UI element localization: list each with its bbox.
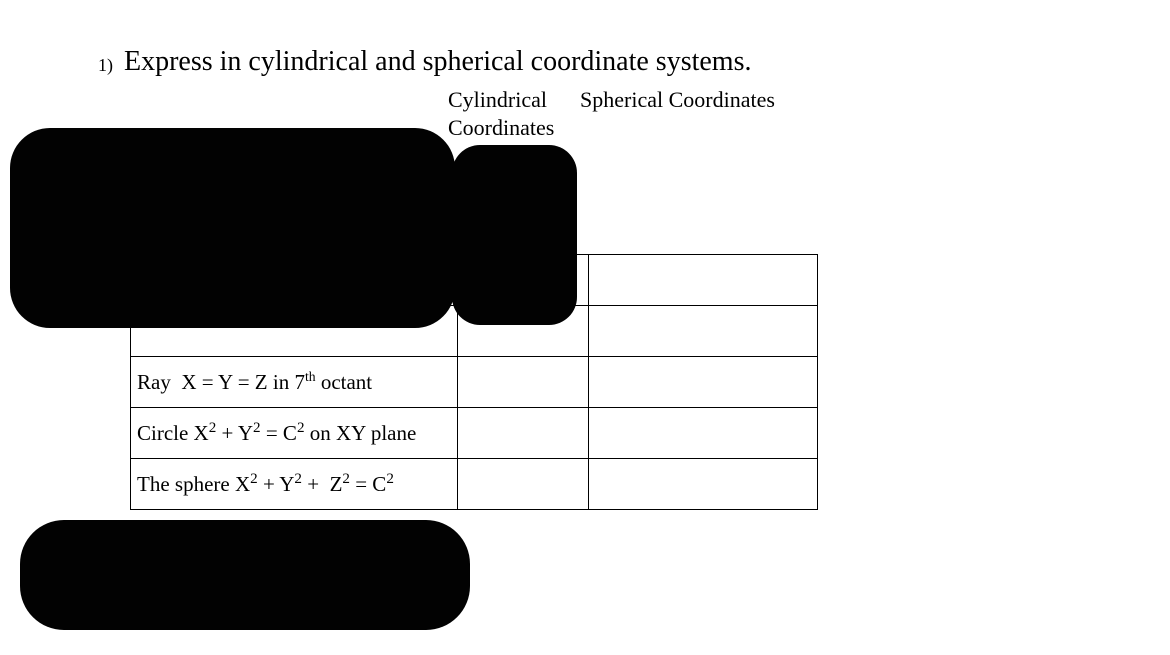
question-title: Express in cylindrical and spherical coo…	[124, 46, 751, 78]
row-cylindrical-cell	[458, 408, 589, 459]
redaction-block	[20, 520, 470, 630]
row-description: Circle X2 + Y2 = C2 on XY plane	[131, 408, 458, 459]
page: 1) Express in cylindrical and spherical …	[0, 0, 1170, 655]
row-cylindrical-cell	[458, 459, 589, 510]
row-description: The sphere X2 + Y2 + Z2 = C2	[131, 459, 458, 510]
row-spherical-cell	[589, 306, 818, 357]
column-header-spherical: Spherical Coordinates	[580, 86, 810, 114]
row-spherical-cell	[589, 459, 818, 510]
redaction-block	[10, 128, 455, 328]
row-cylindrical-cell	[458, 357, 589, 408]
row-spherical-cell	[589, 255, 818, 306]
row-spherical-cell	[589, 408, 818, 459]
row-description: Ray X = Y = Z in 7th octant	[131, 357, 458, 408]
table-row: Ray X = Y = Z in 7th octant	[131, 357, 818, 408]
redaction-block	[452, 145, 577, 325]
row-spherical-cell	[589, 357, 818, 408]
table-row: The sphere X2 + Y2 + Z2 = C2	[131, 459, 818, 510]
column-header-cylindrical: Cylindrical Coordinates	[448, 86, 578, 141]
table-row: Circle X2 + Y2 = C2 on XY plane	[131, 408, 818, 459]
question-number: 1)	[98, 55, 113, 76]
